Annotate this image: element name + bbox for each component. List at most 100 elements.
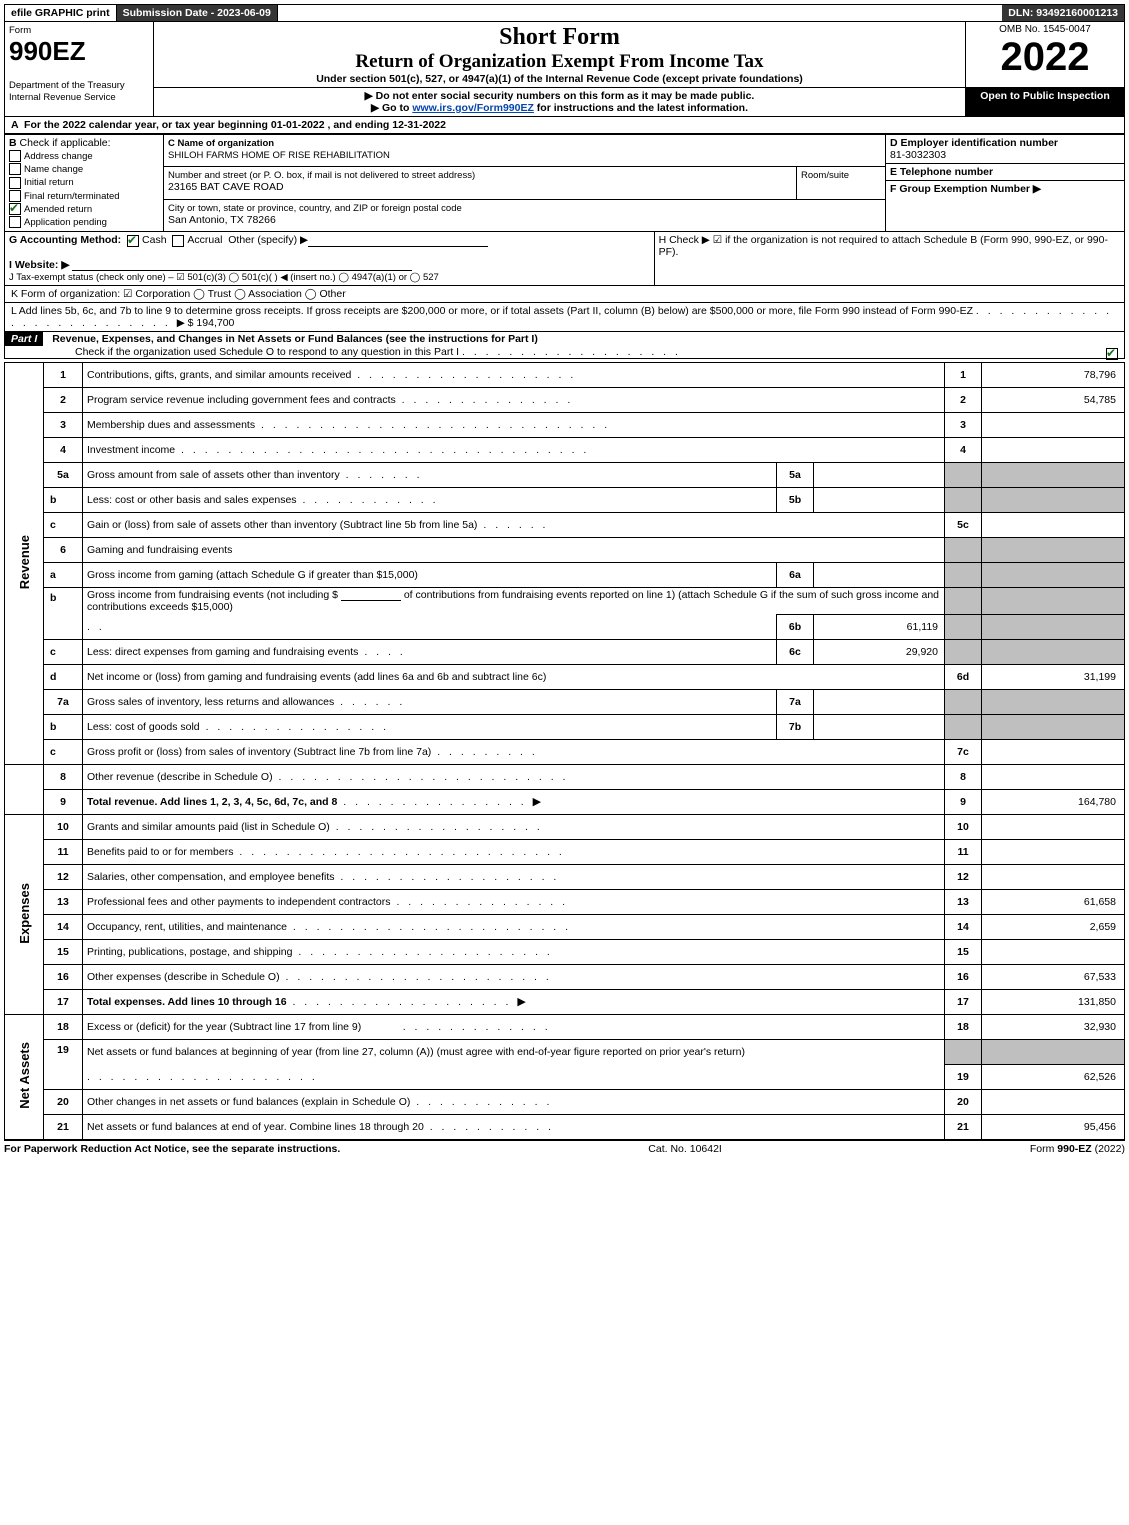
- l6a-mv: [814, 562, 945, 587]
- l17-arrow: ▶: [517, 996, 525, 1008]
- l18-num: 18: [44, 1014, 83, 1039]
- l15-amt: [982, 939, 1125, 964]
- k-line: K Form of organization: ☑ Corporation ◯ …: [4, 286, 1125, 303]
- l19-ref-grey: [945, 1039, 982, 1064]
- l19-amt: 62,526: [982, 1064, 1125, 1089]
- b-item-1: Name change: [24, 164, 83, 175]
- room-label: Room/suite: [801, 170, 849, 181]
- form-word: Form: [9, 25, 31, 36]
- l17-ref: 17: [945, 989, 982, 1014]
- ssn-warning: ▶ Do not enter social security numbers o…: [158, 90, 961, 102]
- l12-ref: 12: [945, 864, 982, 889]
- l1-amt: 78,796: [982, 362, 1125, 387]
- l6c-ref-grey: [945, 639, 982, 664]
- b-item-2: Initial return: [24, 177, 74, 188]
- l18-desc: Excess or (deficit) for the year (Subtra…: [87, 1021, 361, 1033]
- l6b-ref-grey2: [945, 614, 982, 639]
- l7a-mv: [814, 689, 945, 714]
- l16-desc: Other expenses (describe in Schedule O): [87, 971, 280, 983]
- l5c-num: c: [44, 512, 83, 537]
- omb-number: OMB No. 1545-0047: [970, 24, 1120, 35]
- footer-right: Form 990-EZ (2022): [1030, 1143, 1125, 1155]
- l9-desc: Total revenue. Add lines 1, 2, 3, 4, 5c,…: [87, 796, 337, 808]
- l4-amt: [982, 437, 1125, 462]
- l2-amt: 54,785: [982, 387, 1125, 412]
- l7a-desc: Gross sales of inventory, less returns a…: [87, 696, 334, 708]
- subtitle-note: Under section 501(c), 527, or 4947(a)(1)…: [158, 73, 961, 85]
- l9-arrow: ▶: [533, 796, 541, 808]
- part1-scho-checkbox[interactable]: [1106, 348, 1118, 360]
- street-label: Number and street (or P. O. box, if mail…: [168, 170, 475, 181]
- b-checkbox-5[interactable]: [9, 216, 21, 228]
- l15-ref: 15: [945, 939, 982, 964]
- l11-amt: [982, 839, 1125, 864]
- b-label: Check if applicable:: [20, 137, 111, 149]
- l5a-amt-grey: [982, 462, 1125, 487]
- l5b-num: b: [44, 487, 83, 512]
- l7b-num: b: [44, 714, 83, 739]
- l9-amt: 164,780: [982, 789, 1125, 814]
- efile-print-button[interactable]: efile GRAPHIC print: [5, 5, 117, 21]
- l11-desc: Benefits paid to or for members: [87, 846, 233, 858]
- l6-num: 6: [44, 537, 83, 562]
- l6a-num: a: [44, 562, 83, 587]
- l17-desc: Total expenses. Add lines 10 through 16: [87, 996, 287, 1008]
- l19-num: 19: [44, 1039, 83, 1089]
- short-form-title: Short Form: [158, 24, 961, 51]
- footer: For Paperwork Reduction Act Notice, see …: [4, 1140, 1125, 1155]
- b-checkbox-4[interactable]: [9, 203, 21, 215]
- l18-amt: 32,930: [982, 1014, 1125, 1039]
- l5a-mv: [814, 462, 945, 487]
- l20-num: 20: [44, 1089, 83, 1114]
- l12-desc: Salaries, other compensation, and employ…: [87, 871, 334, 883]
- l6c-num: c: [44, 639, 83, 664]
- l6-desc: Gaming and fundraising events: [87, 544, 232, 556]
- g-cash-checkbox[interactable]: [127, 235, 139, 247]
- l6b-amt-grey1: [982, 587, 1125, 614]
- l4-desc: Investment income: [87, 444, 175, 456]
- l6b-desc1: Gross income from fundraising events (no…: [87, 589, 338, 601]
- l5a-desc: Gross amount from sale of assets other t…: [87, 469, 340, 481]
- l7c-desc: Gross profit or (loss) from sales of inv…: [87, 746, 431, 758]
- irs-link[interactable]: www.irs.gov/Form990EZ: [412, 102, 534, 114]
- b-checkbox-2[interactable]: [9, 177, 21, 189]
- l7b-ref-grey: [945, 714, 982, 739]
- part1-sub: Check if the organization used Schedule …: [5, 346, 459, 358]
- b-item-5: Application pending: [24, 217, 107, 228]
- l11-ref: 11: [945, 839, 982, 864]
- l18-ref: 18: [945, 1014, 982, 1039]
- l5a-mid: 5a: [777, 462, 814, 487]
- l8-ref: 8: [945, 764, 982, 789]
- part1-heading: Revenue, Expenses, and Changes in Net As…: [52, 333, 538, 345]
- l15-num: 15: [44, 939, 83, 964]
- part1-badge: Part I: [5, 332, 43, 346]
- b-checkbox-1[interactable]: [9, 163, 21, 175]
- l13-desc: Professional fees and other payments to …: [87, 896, 391, 908]
- i-label: I Website: ▶: [9, 259, 69, 271]
- l6d-amt: 31,199: [982, 664, 1125, 689]
- l7b-mid: 7b: [777, 714, 814, 739]
- revenue-side-label: Revenue: [5, 362, 44, 764]
- l1-ref: 1: [945, 362, 982, 387]
- l7a-mid: 7a: [777, 689, 814, 714]
- l5c-ref: 5c: [945, 512, 982, 537]
- line-a-text: For the 2022 calendar year, or tax year …: [24, 119, 446, 131]
- c-name-label: C Name of organization: [168, 138, 274, 149]
- l5b-mv: [814, 487, 945, 512]
- l3-amt: [982, 412, 1125, 437]
- g-accrual: Accrual: [187, 234, 222, 246]
- line-a: A For the 2022 calendar year, or tax yea…: [4, 117, 1125, 134]
- expenses-side-label: Expenses: [5, 814, 44, 1014]
- b-checkbox-3[interactable]: [9, 190, 21, 202]
- l12-amt: [982, 864, 1125, 889]
- h-line: H Check ▶ ☑ if the organization is not r…: [659, 234, 1108, 258]
- l10-amt: [982, 814, 1125, 839]
- city-label: City or town, state or province, country…: [168, 203, 462, 214]
- b-checkbox-0[interactable]: [9, 150, 21, 162]
- g-accrual-checkbox[interactable]: [172, 235, 184, 247]
- l6b-ref-grey1: [945, 587, 982, 614]
- l2-num: 2: [44, 387, 83, 412]
- l8-desc: Other revenue (describe in Schedule O): [87, 771, 273, 783]
- l4-ref: 4: [945, 437, 982, 462]
- l9-num: 9: [44, 789, 83, 814]
